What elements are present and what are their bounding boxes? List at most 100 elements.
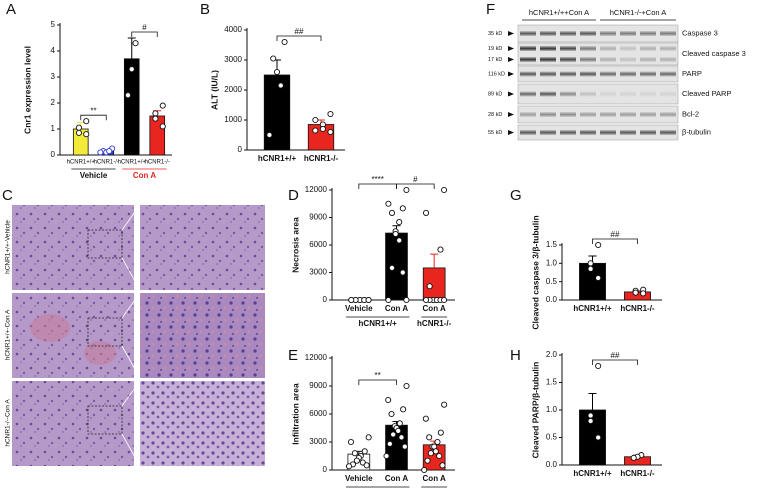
x-tick-label: hCNR1-/- — [620, 469, 655, 478]
significance-label: ** — [375, 371, 381, 380]
data-point — [630, 454, 637, 461]
bar — [422, 267, 446, 301]
y-axis-label: Infiltration area — [290, 383, 300, 445]
data-point — [273, 68, 281, 76]
kd-marker: 55 kD — [488, 130, 502, 136]
kd-arrow — [508, 46, 514, 51]
blot-band — [560, 31, 576, 36]
y-tick-label: 3000 — [224, 55, 242, 64]
y-tick-label: 3 — [51, 72, 56, 81]
histology-image — [12, 293, 134, 378]
data-point — [385, 396, 392, 404]
y-axis-label: Cleaved PARP/β-tubulin — [530, 362, 540, 459]
data-point — [595, 434, 602, 441]
data-point — [83, 118, 90, 125]
blot-label: Bcl-2 — [682, 109, 699, 118]
data-point — [423, 209, 430, 216]
blot-band — [620, 71, 636, 77]
blot-band — [520, 71, 536, 77]
data-point — [399, 205, 406, 212]
y-tick-label: 1.0 — [546, 258, 558, 267]
data-point — [587, 265, 594, 272]
blot-label: Caspase 3 — [682, 28, 718, 37]
data-point — [365, 296, 372, 304]
x-tick-label: hCNR1+/+ — [118, 160, 147, 166]
panel-label: A — [6, 1, 16, 18]
histology-zoom — [140, 293, 265, 378]
data-point — [426, 434, 433, 441]
data-point — [348, 296, 355, 304]
blot-band — [600, 31, 616, 36]
data-point — [353, 457, 360, 464]
data-point — [398, 434, 405, 441]
blot-band — [660, 112, 676, 117]
bar — [385, 232, 408, 301]
blot-band — [640, 31, 656, 36]
x-tick-label: hCNR1-/- — [304, 154, 339, 163]
y-tick-label: 3000 — [309, 437, 327, 446]
y-axis-label: Necrosis area — [290, 217, 300, 273]
blot-band — [660, 31, 676, 36]
kd-arrow — [508, 91, 514, 97]
blot-strip — [517, 105, 679, 124]
kd-arrow — [508, 57, 514, 62]
histology-image — [12, 381, 134, 466]
data-point — [361, 448, 368, 455]
y-tick-label: 9000 — [309, 213, 327, 222]
y-tick-label: 2 — [51, 98, 56, 107]
blot-band — [540, 31, 556, 36]
zoom-box — [87, 405, 123, 435]
blot-band — [580, 112, 596, 117]
zoom-lines — [121, 292, 141, 379]
blot-band — [600, 91, 616, 97]
data-point — [385, 200, 392, 207]
blot-band — [520, 57, 536, 62]
blot-strip — [517, 24, 679, 43]
blot-band — [520, 91, 536, 97]
blot-label: β-tubulin — [682, 127, 711, 136]
x-tick-label: Con A — [423, 304, 446, 313]
data-point — [421, 466, 428, 474]
blot-band — [640, 57, 656, 62]
panel-label: G — [510, 187, 522, 204]
y-tick-label: 4 — [51, 46, 56, 55]
y-tick-label: 0.5 — [546, 277, 558, 286]
significance-label: ## — [611, 351, 620, 360]
significance-bracket — [358, 183, 397, 189]
data-point — [386, 440, 393, 447]
y-tick-label: 5 — [51, 20, 56, 29]
significance-bracket — [80, 114, 107, 121]
group-label: Vehicle — [80, 171, 108, 180]
blot-band — [640, 71, 656, 77]
blot-band — [520, 46, 536, 51]
y-tick-label: 9000 — [309, 381, 327, 390]
y-tick-label: 0 — [323, 465, 328, 474]
blot-band — [580, 31, 596, 36]
blot-band — [660, 71, 676, 77]
x-tick-label: Con A — [385, 304, 408, 313]
blot-band — [640, 112, 656, 117]
data-point — [437, 246, 444, 253]
data-point — [432, 448, 439, 455]
zoom-box — [87, 317, 123, 347]
data-point — [427, 450, 434, 457]
blot-group: hCNR1+/++Con A — [529, 8, 589, 17]
blot-band — [660, 130, 676, 135]
blot-band — [620, 31, 636, 36]
data-point — [388, 410, 395, 418]
data-point — [441, 296, 448, 304]
data-point — [351, 450, 358, 457]
row-label: hCNR1-/--Con A — [5, 399, 12, 447]
error-bar — [127, 37, 136, 59]
blot-band — [540, 91, 556, 97]
data-point — [441, 186, 448, 194]
data-point — [434, 438, 441, 446]
data-point — [388, 264, 396, 271]
data-point — [595, 362, 602, 370]
blot-label: Cleaved caspase 3 — [682, 49, 746, 58]
data-point — [396, 237, 403, 244]
blot-band — [640, 46, 656, 51]
y-axis-label: Cleaved caspase 3/β-tubulin — [530, 215, 540, 329]
x-tick-label: hCNR1-/- — [145, 160, 170, 166]
data-point — [319, 125, 326, 133]
